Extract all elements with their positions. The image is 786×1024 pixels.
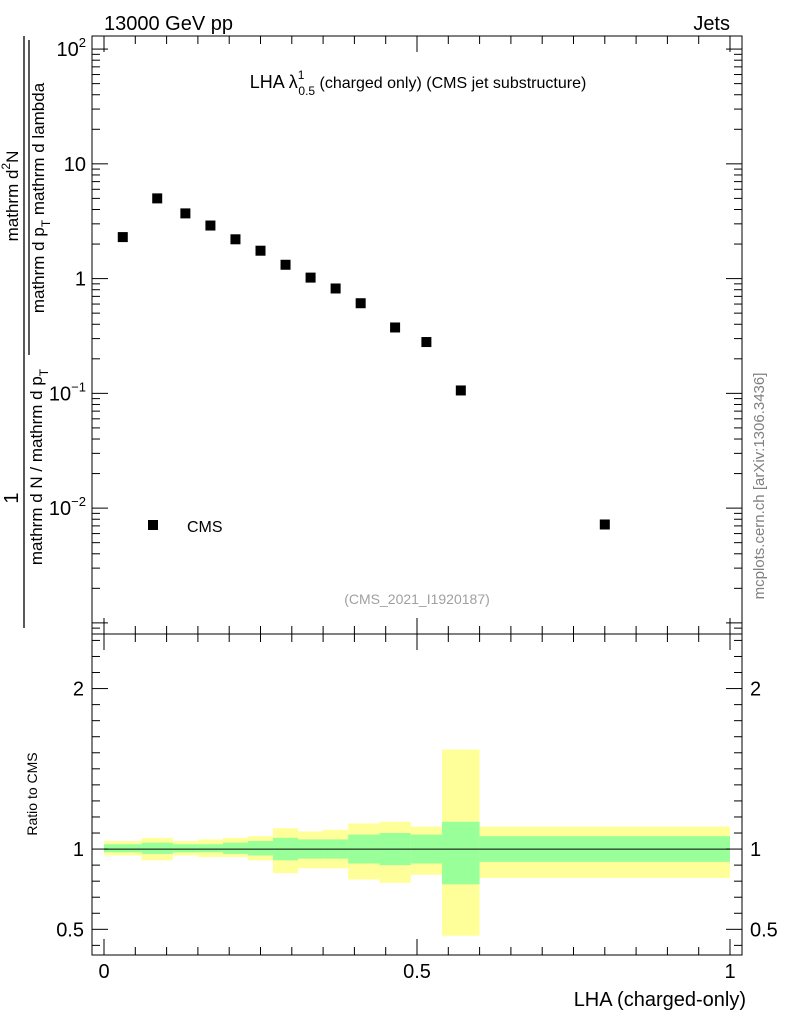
header-right: Jets: [693, 13, 730, 35]
band-inner: [197, 844, 223, 853]
ylabel-denominator: mathrm d N / mathrm d pT: [27, 368, 51, 565]
main-ticks: 10−2 10−1 1 10 102: [49, 35, 742, 635]
main-title-sub: 0.5: [298, 84, 315, 98]
data-point: [355, 298, 366, 309]
xlabel: LHA (charged-only): [574, 989, 746, 1011]
ratio-ytick-label-right: 2: [750, 679, 761, 701]
main-title-main: LHA λ: [250, 72, 298, 92]
xtick-label: 1: [724, 961, 735, 983]
xtick-label: 0.5: [403, 961, 431, 983]
side-label: mcplots.cern.ch [arXiv:1306.3436]: [751, 373, 768, 600]
main-ytick-label: 10−2: [49, 494, 86, 520]
data-point: [280, 259, 291, 270]
data-point: [205, 220, 216, 231]
ratio-ytick-label: 0.5: [56, 919, 84, 941]
ratio-ytick-label: 2: [73, 679, 84, 701]
legend-marker: [148, 520, 158, 530]
ylabel-denominator2: mathrm d pT mathrm d lambda: [29, 82, 53, 313]
main-frame: [91, 35, 743, 635]
main-ytick-label: 10−1: [49, 379, 86, 405]
main-ylabel: 1 mathrm d N / mathrm d pT mathrm d2N ma…: [0, 36, 53, 628]
band-inner: [442, 821, 480, 885]
ratio-ytick-label: 1: [73, 839, 84, 861]
band-inner: [141, 842, 173, 854]
ratio-frame: [91, 633, 743, 956]
band-inner: [104, 844, 142, 853]
main-title: LHA λ1 0.5 (charged only) (CMS jet substr…: [250, 68, 587, 98]
data-point: [255, 245, 266, 256]
xtick-label: 0: [98, 961, 109, 983]
data-point: [330, 283, 341, 294]
data-point: [230, 234, 241, 245]
ratio-ticks: 0.5 0.5 1 1 2 2 0 0.5 1: [56, 634, 778, 983]
data-point: [117, 232, 128, 243]
band-inner: [222, 842, 248, 854]
data-point: [421, 337, 432, 348]
ylabel-numerator: 1: [1, 492, 23, 503]
data-point: [455, 385, 466, 396]
data-point: [599, 519, 610, 530]
data-point: [390, 322, 401, 333]
ratio-ytick-label-right: 1: [750, 839, 761, 861]
reference-label: (CMS_2021_I1920187): [344, 591, 490, 607]
header-left: 13000 GeV pp: [104, 13, 233, 35]
main-title-rest: (charged only) (CMS jet substructure): [315, 75, 586, 92]
band-inner: [247, 841, 274, 856]
ylabel-numerator2: mathrm d2N: [0, 151, 22, 242]
data-point: [305, 272, 316, 283]
band-inner: [172, 844, 198, 853]
legend-label: CMS: [187, 519, 223, 536]
main-markers: [117, 193, 610, 530]
main-ytick-label: 102: [57, 35, 86, 61]
ratio-ytick-label-right: 0.5: [750, 919, 778, 941]
data-point: [152, 193, 163, 204]
ratio-bands: [104, 749, 730, 936]
main-ytick-label: 1: [75, 269, 86, 291]
main-title-sup: 1: [298, 68, 305, 82]
ratio-ylabel: Ratio to CMS: [24, 752, 40, 835]
main-ytick-label: 10: [64, 154, 86, 176]
data-point: [180, 208, 191, 219]
